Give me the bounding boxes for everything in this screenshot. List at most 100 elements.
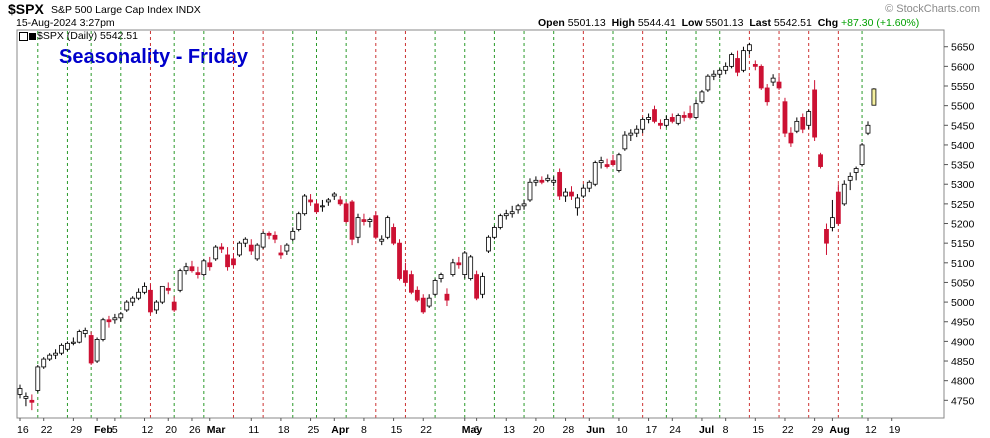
y-tick-label: 5450	[951, 120, 975, 132]
candle-body	[658, 122, 663, 126]
candle-body	[462, 252, 468, 275]
candle	[729, 52, 734, 69]
series-legend: $SPX (Daily) 5542.51	[19, 30, 138, 42]
candle-body	[687, 113, 693, 118]
candle-body	[100, 319, 106, 340]
candle-body	[830, 217, 835, 228]
candle-body	[592, 162, 598, 185]
candle	[847, 172, 853, 191]
candle-body	[764, 87, 770, 103]
candle-body	[153, 301, 159, 311]
candle	[100, 317, 106, 342]
candle	[373, 211, 379, 240]
x-tick-label: 22	[41, 424, 53, 436]
candle	[118, 311, 124, 322]
candle	[314, 199, 319, 214]
candle	[272, 231, 278, 244]
candle	[29, 394, 35, 411]
candle	[764, 84, 770, 106]
candle-body	[385, 217, 391, 238]
candle	[865, 121, 871, 136]
candle-body	[343, 203, 349, 222]
candle-body	[325, 199, 331, 203]
x-tick-label: Jul	[699, 424, 714, 436]
candle	[871, 88, 877, 106]
y-tick-label: 4750	[951, 395, 975, 407]
x-tick-label: Aug	[829, 424, 849, 436]
open-value: 5501.13	[567, 17, 606, 29]
candle	[539, 176, 545, 185]
candle	[278, 245, 284, 259]
candle	[47, 353, 53, 362]
candle	[343, 201, 349, 224]
candle-body	[610, 160, 616, 165]
candle	[830, 199, 835, 232]
candle	[812, 80, 818, 142]
x-tick-label: 15	[752, 424, 764, 436]
candle	[491, 225, 497, 240]
candle	[598, 156, 604, 169]
candle	[669, 113, 675, 124]
candle-body	[266, 232, 272, 236]
candle-body	[853, 168, 859, 173]
candle-body	[824, 229, 829, 244]
candle	[770, 74, 776, 87]
candle-body	[551, 179, 557, 183]
candle-body	[616, 154, 622, 171]
candle	[835, 184, 841, 226]
x-tick-label: 6	[474, 424, 480, 436]
y-tick-label: 5000	[951, 297, 975, 309]
candle	[112, 313, 118, 324]
x-tick-label: 25	[308, 424, 320, 436]
legend-text: $SPX (Daily) 5542.51	[37, 30, 138, 42]
candle	[65, 341, 70, 352]
x-tick-label: 16	[17, 424, 29, 436]
candle	[153, 300, 159, 314]
candle-body	[414, 289, 420, 301]
candle-body	[669, 117, 675, 122]
candle-body	[575, 197, 580, 209]
x-tick-label: 22	[782, 424, 794, 436]
x-tick-label: 24	[669, 424, 681, 436]
y-tick-label: 5100	[951, 258, 975, 270]
candle	[385, 215, 391, 240]
candle-body	[142, 285, 147, 293]
x-tick-label: Feb	[94, 424, 113, 436]
candle	[462, 251, 468, 279]
x-tick-label: 28	[563, 424, 575, 436]
candle-body	[201, 260, 207, 275]
legend-up-candle-icon	[19, 31, 28, 41]
x-tick-label: 10	[616, 424, 628, 436]
candle-body	[497, 215, 503, 228]
candle	[325, 197, 331, 206]
candle	[391, 223, 396, 246]
candle-body	[794, 120, 800, 132]
candle	[296, 211, 302, 232]
candle-body	[705, 75, 711, 91]
candle	[515, 203, 521, 214]
low-label: Low	[681, 17, 703, 29]
candle-body	[379, 238, 385, 242]
legend-down-candle-icon	[29, 32, 36, 40]
candle	[17, 384, 23, 399]
candle	[569, 186, 574, 200]
candle	[124, 300, 130, 312]
candle	[171, 296, 177, 312]
candle-body	[254, 244, 260, 260]
candle-body	[628, 132, 634, 136]
candle	[456, 256, 462, 269]
x-tick-label: 19	[889, 424, 901, 436]
candle	[557, 168, 563, 200]
candle	[379, 235, 385, 246]
candle-body	[237, 242, 242, 256]
candle	[646, 113, 651, 124]
x-tick-label: 5	[112, 424, 118, 436]
candle	[859, 142, 865, 167]
candle	[426, 294, 432, 308]
candle-body	[65, 342, 70, 350]
last-value: 5542.51	[773, 17, 812, 29]
candle-body	[693, 103, 699, 118]
candle	[853, 166, 859, 181]
candle	[782, 97, 788, 138]
candle-body	[723, 65, 729, 71]
